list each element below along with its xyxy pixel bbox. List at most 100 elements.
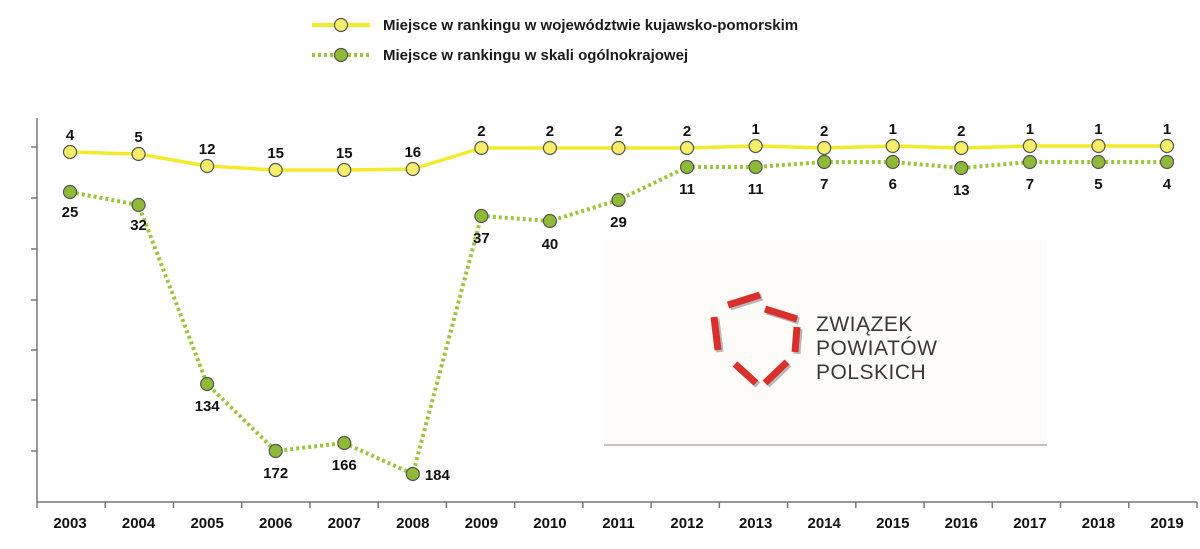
data-point-national xyxy=(1091,154,1106,170)
data-label-voivodeship: 2 xyxy=(614,123,622,140)
x-axis-tick-labels: 2003 2004 2005 2006 2007 2008 2009 2010 2011 2012… xyxy=(53,515,1183,532)
x-tick-label: 2016 xyxy=(945,515,978,532)
logo-text-line-2: POWIATÓW xyxy=(816,337,937,360)
data-label-national: 11 xyxy=(748,181,764,198)
data-label-voivodeship: 15 xyxy=(267,145,284,162)
data-label-national: 29 xyxy=(610,214,627,231)
data-labels-national: 25 32 134 172 166 184 37 40 29 11 11 7 6 13 7 5 4 xyxy=(62,176,1172,484)
x-tick-label: 2009 xyxy=(465,515,498,532)
data-label-national: 7 xyxy=(820,176,828,193)
data-point-national xyxy=(542,213,558,229)
data-point-national xyxy=(405,466,420,482)
data-point-national xyxy=(748,159,763,175)
x-axis-ticks xyxy=(36,502,1198,508)
data-label-voivodeship: 15 xyxy=(336,145,353,162)
data-point-voivodeship xyxy=(200,158,215,174)
x-axis: 2003 2004 2005 2006 2007 2008 2009 2010 2011 2012… xyxy=(36,501,1198,532)
data-point-national xyxy=(885,154,900,170)
data-label-national: 11 xyxy=(679,181,695,198)
x-tick-label: 2007 xyxy=(328,515,361,532)
data-point-voivodeship xyxy=(62,144,78,160)
data-point-voivodeship xyxy=(405,161,420,177)
data-label-voivodeship: 2 xyxy=(683,123,691,140)
data-label-national: 13 xyxy=(953,182,970,199)
data-label-voivodeship: 2 xyxy=(957,123,965,140)
data-label-voivodeship: 5 xyxy=(134,129,142,146)
data-label-voivodeship: 2 xyxy=(546,123,554,140)
legend-label-national: Miejsce w rankingu w skali ogólnokrajowe… xyxy=(383,47,688,64)
x-tick-label: 2017 xyxy=(1013,515,1046,532)
data-point-national xyxy=(200,376,215,392)
data-label-national: 184 xyxy=(425,467,451,484)
legend-item-national: Miejsce w rankingu w skali ogólnokrajowe… xyxy=(312,47,688,64)
x-tick-label: 2018 xyxy=(1082,515,1115,532)
data-point-voivodeship xyxy=(679,140,695,156)
data-point-national xyxy=(611,192,626,208)
data-point-voivodeship xyxy=(268,162,283,178)
logo-text-line-1: ZWIĄZEK xyxy=(816,313,913,336)
x-tick-label: 2019 xyxy=(1150,515,1183,532)
data-point-national xyxy=(679,159,695,175)
data-label-national: 5 xyxy=(1094,176,1102,193)
data-label-national: 134 xyxy=(195,398,221,415)
legend: Miejsce w rankingu w województwie kujaws… xyxy=(312,17,798,64)
data-point-voivodeship xyxy=(1091,138,1106,154)
data-label-national: 6 xyxy=(889,176,897,193)
data-point-national xyxy=(62,184,78,200)
series-national xyxy=(62,154,1175,482)
data-label-national: 25 xyxy=(62,204,79,221)
data-label-voivodeship: 12 xyxy=(199,141,216,158)
x-tick-label: 2003 xyxy=(53,515,86,532)
data-point-voivodeship xyxy=(817,140,832,156)
data-point-voivodeship xyxy=(954,140,969,156)
logo-background xyxy=(604,240,1047,445)
data-point-voivodeship xyxy=(1159,138,1175,154)
data-label-national: 172 xyxy=(263,465,288,482)
data-point-voivodeship xyxy=(131,146,146,162)
x-tick-label: 2012 xyxy=(670,515,703,532)
legend-label-voivodeship: Miejsce w rankingu w województwie kujaws… xyxy=(383,17,798,34)
data-point-national xyxy=(474,208,489,224)
data-point-national xyxy=(954,160,969,176)
x-tick-label: 2013 xyxy=(739,515,772,532)
x-tick-label: 2015 xyxy=(876,515,909,532)
data-point-voivodeship xyxy=(748,138,763,154)
data-label-national: 4 xyxy=(1163,176,1172,193)
data-label-national: 40 xyxy=(542,236,559,253)
x-tick-label: 2005 xyxy=(190,515,223,532)
data-labels-voivodeship: 4 512 15 15 162 2 2 2 1 2 1 2 1 1 1 xyxy=(66,121,1171,162)
data-label-voivodeship: 1 xyxy=(1026,121,1034,138)
legend-item-voivodeship: Miejsce w rankingu w województwie kujaws… xyxy=(312,17,798,34)
logo: ZWIĄZEK POWIATÓW POLSKICH xyxy=(604,240,1047,446)
series-line-national xyxy=(69,160,1167,476)
data-label-voivodeship: 1 xyxy=(751,121,759,138)
series-voivodeship xyxy=(62,138,1175,178)
x-tick-label: 2011 xyxy=(602,515,635,532)
logo-emblem xyxy=(710,291,803,388)
data-label-national: 37 xyxy=(473,230,490,247)
data-label-voivodeship: 4 xyxy=(66,127,75,144)
data-label-voivodeship: 1 xyxy=(889,121,897,138)
data-point-voivodeship xyxy=(1022,138,1037,154)
data-point-national xyxy=(817,154,832,170)
data-label-voivodeship: 16 xyxy=(404,144,421,161)
data-label-national: 32 xyxy=(130,217,147,234)
x-tick-label: 2014 xyxy=(808,515,842,532)
data-point-voivodeship xyxy=(474,140,489,156)
data-point-national xyxy=(1022,154,1037,170)
x-tick-label: 2008 xyxy=(396,515,429,532)
data-point-national xyxy=(131,197,146,213)
data-label-voivodeship: 2 xyxy=(820,123,828,140)
data-point-voivodeship xyxy=(542,140,558,156)
data-point-national xyxy=(268,443,283,459)
x-tick-label: 2004 xyxy=(122,515,156,532)
x-tick-label: 2006 xyxy=(259,515,292,532)
data-label-voivodeship: 2 xyxy=(477,123,485,140)
data-point-national xyxy=(337,435,352,451)
data-point-voivodeship xyxy=(337,162,352,178)
data-point-national xyxy=(1159,154,1175,170)
data-label-voivodeship: 1 xyxy=(1094,121,1102,138)
data-label-national: 7 xyxy=(1026,176,1034,193)
data-label-national: 166 xyxy=(332,457,357,474)
